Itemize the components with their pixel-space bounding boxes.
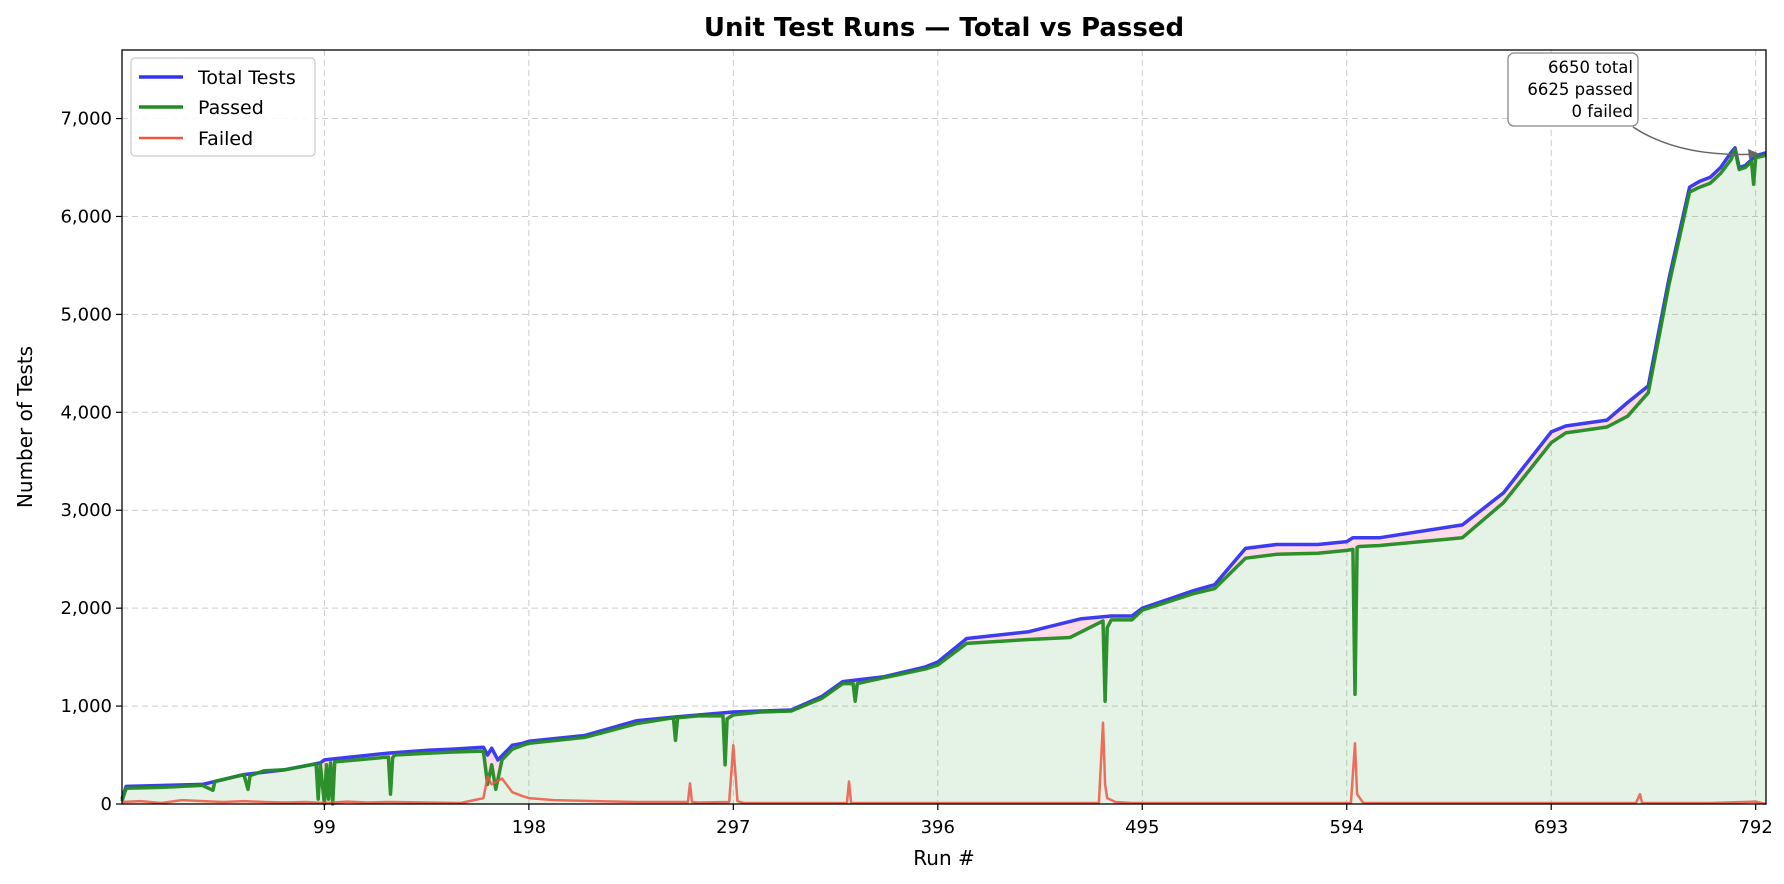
- y-tick-label: 7,000: [60, 109, 112, 130]
- y-tick-label: 4,000: [60, 402, 112, 423]
- passed-area-fill: [122, 149, 1766, 804]
- x-tick-label: 495: [1125, 817, 1159, 838]
- grid: [122, 50, 1766, 804]
- y-tick-label: 1,000: [60, 696, 112, 717]
- y-tick-label: 6,000: [60, 206, 112, 227]
- x-tick-label: 693: [1534, 817, 1568, 838]
- legend-label-passed: Passed: [198, 97, 264, 119]
- last-run-annotation: 6650 total 6625 passed 0 failed: [1507, 52, 1760, 159]
- annotation-line-total: 6650 total: [1548, 58, 1633, 77]
- annotation-line-failed: 0 failed: [1572, 102, 1633, 121]
- annotation-box: [1507, 52, 1639, 127]
- y-tick-label: 0: [101, 794, 112, 815]
- series-lines: [120, 146, 1767, 806]
- x-tick-label: 396: [921, 817, 955, 838]
- y-tick-label: 2,000: [60, 598, 112, 619]
- failed-line: [121, 721, 1767, 806]
- area-fills: [122, 147, 1766, 804]
- axis-ticks: 0 1,000 2,000 3,000 4,000 5,000 6,000 7,000 99 19…: [60, 109, 1772, 838]
- y-tick-label: 5,000: [60, 304, 112, 325]
- plot-frame: [121, 49, 1767, 805]
- x-tick-label: 297: [716, 817, 750, 838]
- x-tick-label: 198: [512, 817, 546, 838]
- y-axis-label: Number of Tests: [13, 346, 37, 508]
- legend-label-failed: Failed: [198, 128, 253, 150]
- annotation-line-passed: 6625 passed: [1527, 80, 1633, 99]
- x-tick-label: 594: [1330, 817, 1364, 838]
- chart-title: Unit Test Runs — Total vs Passed: [704, 13, 1184, 43]
- x-axis-label: Run #: [913, 846, 974, 870]
- annotation-arrow: [1632, 126, 1758, 156]
- y-tick-label: 3,000: [60, 500, 112, 521]
- x-tick-label: 792: [1738, 817, 1772, 838]
- passed-line: [120, 148, 1767, 806]
- legend-label-total: Total Tests: [197, 67, 296, 89]
- legend: Total Tests Passed Failed: [130, 57, 316, 157]
- x-tick-label: 99: [313, 817, 336, 838]
- legend-box: [130, 57, 316, 157]
- annotation-arrowhead: [1748, 149, 1760, 159]
